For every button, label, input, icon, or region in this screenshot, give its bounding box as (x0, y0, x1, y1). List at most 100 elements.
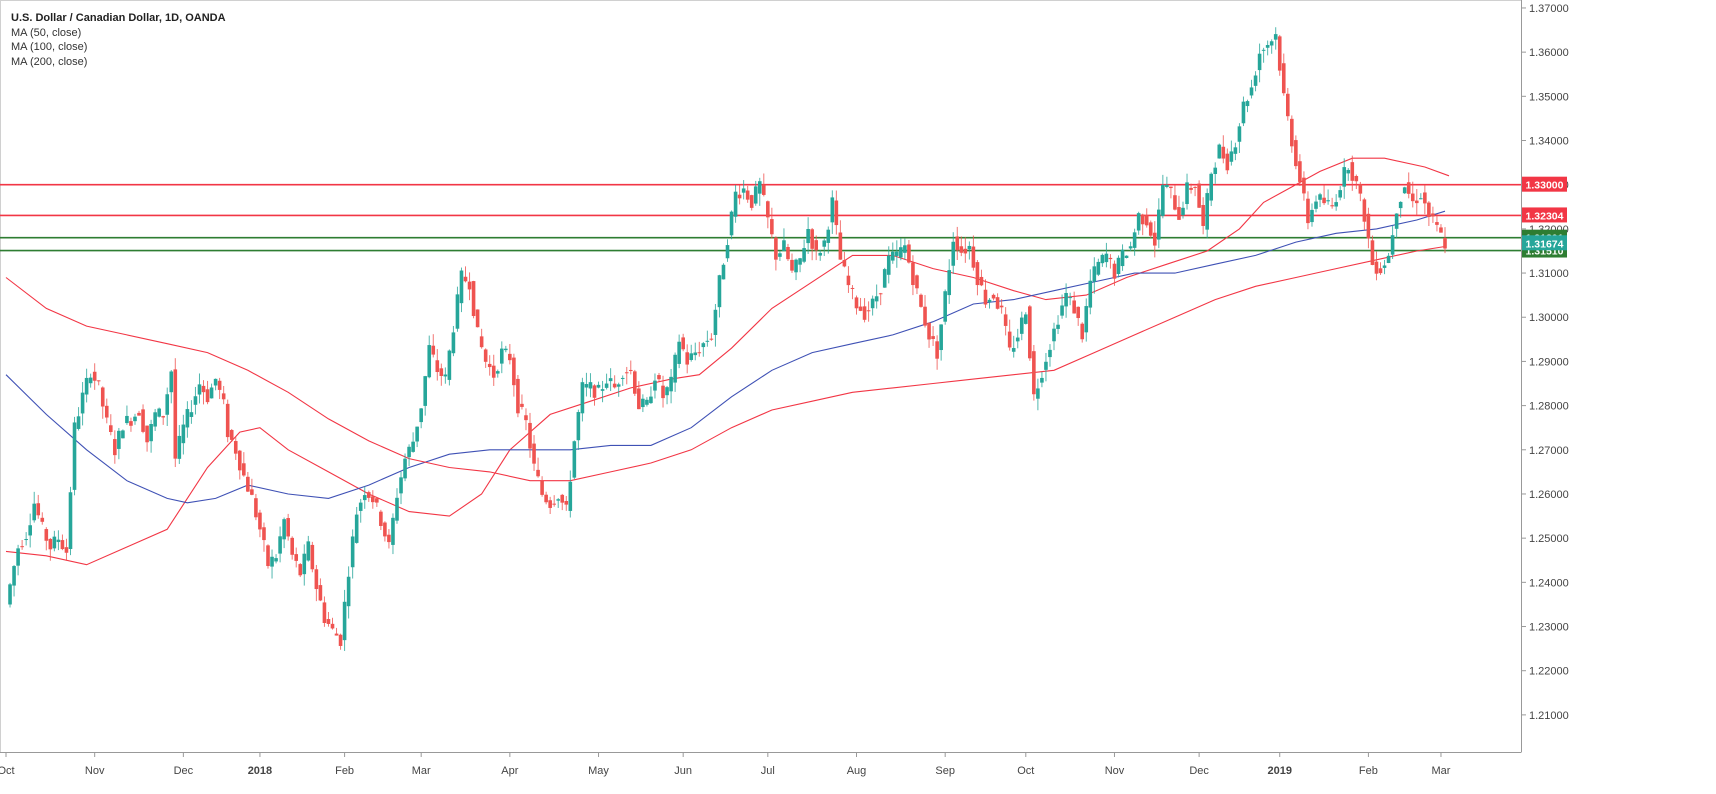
candle-body (439, 368, 444, 377)
candle-body (1032, 351, 1036, 395)
current-price-tag (1522, 235, 1567, 251)
x-tick-label: 2018 (248, 765, 272, 777)
candle-body (1318, 194, 1322, 200)
candle-body (1088, 280, 1093, 308)
candle-body (689, 353, 694, 360)
candle-body (532, 443, 536, 464)
candle-body (528, 422, 532, 449)
candle-body (125, 415, 129, 424)
candle-body (955, 236, 960, 251)
candle-body (346, 576, 351, 607)
candle-body (564, 501, 569, 505)
x-tick-label: Jun (674, 765, 692, 777)
candle-body (661, 385, 665, 399)
candle-body (350, 536, 355, 568)
candle-body (927, 322, 931, 340)
candle-body (1116, 257, 1121, 275)
candle-body (1221, 146, 1226, 159)
candle-body (177, 435, 182, 459)
candle-body (1165, 184, 1169, 187)
candle-body (729, 211, 734, 236)
candle-body (322, 602, 327, 623)
candle-body (290, 537, 294, 555)
candle-body (1213, 167, 1218, 175)
candle-body (467, 281, 472, 290)
candle-body (1269, 41, 1274, 46)
candle-body (109, 425, 113, 432)
candle-body (459, 270, 464, 304)
candle-body (1245, 101, 1250, 107)
candle-body (246, 476, 250, 492)
candle-body (294, 554, 299, 561)
candle-body (153, 412, 157, 427)
candle-body (1439, 227, 1443, 233)
candle-body (499, 348, 504, 364)
candle-body (72, 422, 77, 490)
candle-body (628, 369, 633, 371)
candle-body (298, 564, 303, 576)
candle-body (951, 241, 956, 266)
candle-body (1350, 162, 1355, 181)
y-tick-label: 1.31000 (1529, 268, 1569, 280)
candle-body (870, 298, 875, 309)
level-tag-1.33000 (1522, 176, 1567, 192)
candle-body (685, 352, 690, 365)
candle-body (971, 246, 976, 268)
candle-body (209, 387, 214, 399)
candle-body (1068, 297, 1072, 299)
candle-body (471, 281, 476, 317)
candle-body (40, 517, 45, 522)
candle-body (1140, 214, 1145, 225)
candle-body (1370, 240, 1375, 265)
candle-body (1354, 175, 1359, 182)
candle-body (1177, 207, 1181, 220)
candle-body (931, 336, 935, 340)
candle-body (1209, 173, 1214, 201)
y-tick-label: 1.28000 (1529, 401, 1569, 413)
candle-body (633, 371, 637, 394)
candle-body (576, 412, 581, 441)
candle-body (806, 228, 810, 244)
candle-body (903, 245, 907, 253)
candle-body (592, 385, 597, 398)
candle-body (673, 354, 677, 383)
candle-body (1056, 324, 1060, 329)
candle-body (1302, 177, 1306, 194)
candle-body (64, 547, 69, 553)
candle-body (1423, 192, 1427, 204)
candle-body (12, 566, 16, 586)
candle-body (766, 201, 770, 218)
candle-body (354, 514, 359, 543)
plot-frame (0, 0, 1522, 753)
candle-body (649, 396, 653, 404)
candle-body (1044, 361, 1048, 370)
candle-body (169, 371, 174, 393)
candle-body (778, 253, 782, 257)
candle-body (770, 219, 774, 235)
candle-body (1144, 215, 1149, 226)
ma-line-2 (5, 245, 1446, 482)
candle-body (435, 360, 440, 373)
candle-body (923, 306, 927, 326)
candle-body (741, 188, 746, 193)
candle-body (1382, 265, 1387, 268)
candle-body (1298, 161, 1302, 182)
candle-body (451, 332, 456, 354)
candle-body (375, 498, 379, 503)
candle-body (1072, 300, 1076, 314)
candle-body (814, 240, 818, 251)
candle-body (1306, 198, 1310, 224)
candle-body (1330, 205, 1334, 207)
candle-body (1060, 305, 1064, 316)
x-tick-label: May (588, 765, 609, 777)
candle-body (28, 525, 32, 536)
candle-body (1040, 377, 1044, 383)
candle-body (113, 439, 117, 456)
candle-body (1173, 195, 1177, 210)
candle-body (213, 378, 218, 386)
candle-body (185, 409, 190, 428)
candle-body (991, 294, 996, 299)
candle-body (427, 345, 432, 378)
x-tick-label: Jul (761, 765, 775, 777)
